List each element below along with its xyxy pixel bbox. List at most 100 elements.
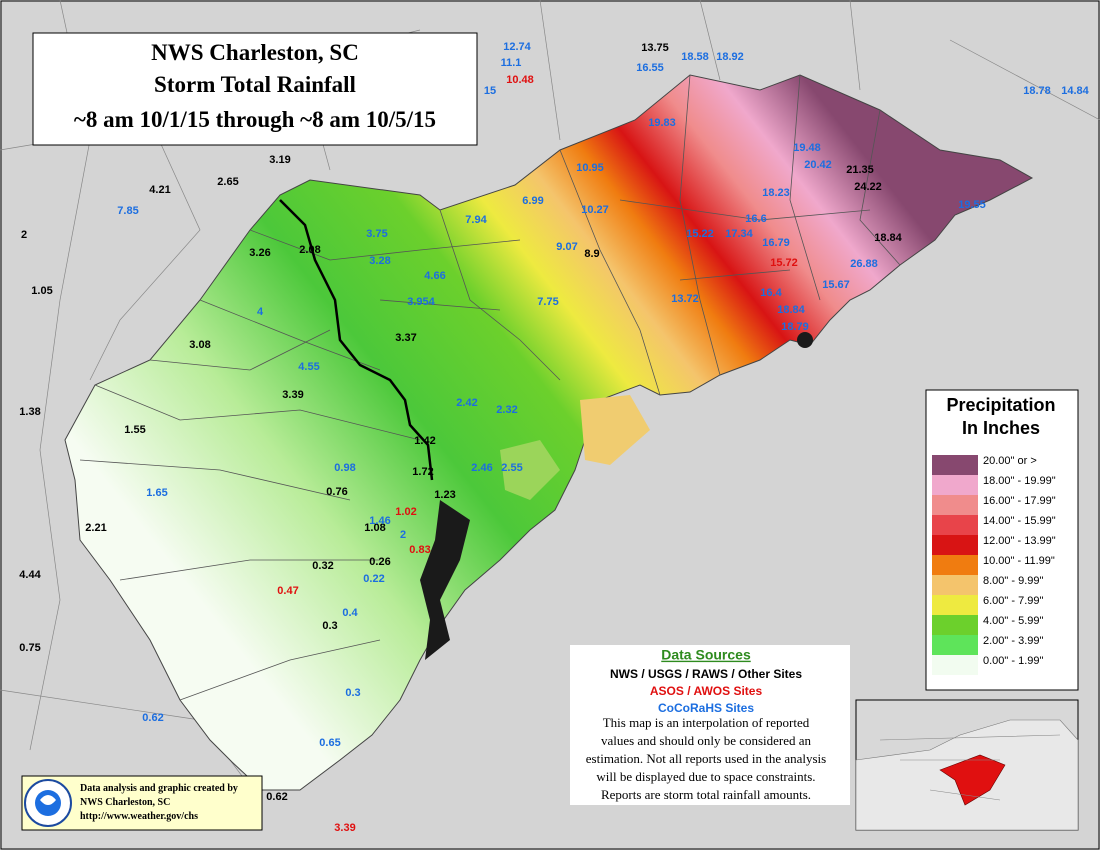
station-value: 3.39: [334, 822, 355, 834]
station-value: 16.79: [762, 237, 790, 249]
station-value: 0.32: [312, 560, 333, 572]
county-lines: [79, 74, 901, 701]
legend-title: In Inches: [962, 418, 1040, 438]
note-line: Reports are storm total rainfall amounts…: [601, 787, 811, 802]
title-box: NWS Charleston, SC Storm Total Rainfall …: [32, 32, 478, 146]
land: [64, 74, 1034, 791]
legend-swatch: [932, 535, 978, 555]
station-value: 1.72: [412, 466, 433, 478]
sources-title: Data Sources: [661, 647, 751, 663]
station-value: 3.28: [369, 255, 390, 267]
station-value: 9.07: [556, 241, 577, 253]
station-value: 13.72: [671, 293, 699, 305]
station-value: 19.83: [648, 117, 676, 129]
station-value: 3.75: [366, 228, 387, 240]
credit-box: Data analysis and graphic created by NWS…: [21, 775, 263, 831]
station-value: 10.95: [576, 162, 604, 174]
station-value: 18.58: [681, 51, 709, 63]
station-value: 4: [257, 306, 264, 318]
station-value: 2.08: [299, 244, 320, 256]
station-value: 17.34: [725, 228, 753, 240]
station-value: 0.62: [142, 712, 163, 724]
station-value: 16.55: [636, 62, 664, 74]
title-line: NWS Charleston, SC: [151, 40, 359, 65]
station-value: 11.1: [501, 57, 522, 69]
credit-line: http://www.weather.gov/chs: [80, 811, 198, 822]
station-value: 0.26: [369, 556, 390, 568]
station-value: 0.47: [277, 585, 298, 597]
station-value: 2: [400, 529, 406, 541]
station-value: 21.35: [846, 164, 874, 176]
title-line: ~8 am 10/1/15 through ~8 am 10/5/15: [74, 107, 436, 132]
station-value: 6.99: [522, 195, 543, 207]
legend-swatch: [932, 575, 978, 595]
legend-swatch: [932, 475, 978, 495]
source-label: NWS / USGS / RAWS / Other Sites: [610, 667, 802, 681]
station-value: 14.84: [1061, 85, 1089, 97]
station-value: 4.66: [424, 270, 445, 282]
station-value: 18.23: [762, 187, 790, 199]
station-value: 2.42: [456, 397, 477, 409]
station-value: 19.48: [793, 142, 821, 154]
legend-label: 6.00" - 7.99": [983, 595, 1043, 607]
station-value: 1.05: [31, 285, 52, 297]
station-value: 1.65: [146, 487, 167, 499]
station-value: 3.19: [269, 154, 290, 166]
station-value: 7.94: [465, 214, 487, 226]
station-value: 15.72: [770, 257, 798, 269]
source-label: ASOS / AWOS Sites: [650, 684, 763, 698]
legend-swatch: [932, 455, 978, 475]
station-value: 10.48: [506, 74, 534, 86]
station-value: 0.65: [319, 737, 340, 749]
station-value: 18.79: [781, 321, 809, 333]
station-value: 15.67: [822, 279, 850, 291]
station-value: 0.75: [19, 642, 40, 654]
station-value: 1.46: [369, 515, 390, 527]
station-value: 3.37: [395, 332, 416, 344]
station-value: 2.32: [496, 404, 517, 416]
station-value: 0.4: [342, 607, 358, 619]
station-value: 2.65: [217, 176, 238, 188]
note-line: will be displayed due to space constrain…: [596, 769, 815, 784]
note-line: estimation. Not all reports used in the …: [586, 751, 826, 766]
note-line: This map is an interpolation of reported: [603, 715, 810, 730]
station-value: 24.22: [854, 181, 882, 193]
station-value: 0.22: [363, 573, 384, 585]
legend-label: 4.00" - 5.99": [983, 615, 1043, 627]
station-value: 12.74: [503, 41, 531, 53]
legend-swatch: [932, 515, 978, 535]
station-value: 13.75: [641, 42, 669, 54]
station-value: 1.42: [414, 435, 435, 447]
legend-swatch: [932, 655, 978, 675]
inset-map: [855, 699, 1079, 831]
station-value: 7.85: [117, 205, 138, 217]
note-line: values and should only be considered an: [601, 733, 812, 748]
station-value: 4.44: [19, 569, 41, 581]
station-value: 20.42: [804, 159, 832, 171]
station-value: 8.9: [584, 248, 599, 260]
station-value: 15: [484, 85, 496, 97]
station-value: 1.08: [364, 522, 385, 534]
source-label: CoCoRaHS Sites: [658, 701, 754, 715]
credit-line: NWS Charleston, SC: [80, 797, 170, 808]
legend-label: 16.00" - 17.99": [983, 495, 1056, 507]
station-value: 3.26: [249, 247, 270, 259]
station-value: 1.23: [434, 489, 455, 501]
legend-swatch: [932, 615, 978, 635]
credit-line: Data analysis and graphic created by: [80, 783, 238, 794]
station-value: 18.84: [777, 304, 805, 316]
station-value: 1.02: [395, 506, 416, 518]
coastal-islands: [420, 332, 813, 660]
station-value: 18.78: [1023, 85, 1051, 97]
station-value: 1.38: [19, 406, 40, 418]
station-value: 2.21: [85, 522, 106, 534]
legend-label: 20.00" or >: [983, 455, 1037, 467]
station-value: 0.76: [326, 486, 347, 498]
station-value: 4.55: [298, 361, 319, 373]
station-value: 0.98: [334, 462, 355, 474]
legend-label: 10.00" - 11.99": [983, 555, 1055, 567]
station-value: 26.88: [850, 258, 878, 270]
legend-swatch: [932, 635, 978, 655]
